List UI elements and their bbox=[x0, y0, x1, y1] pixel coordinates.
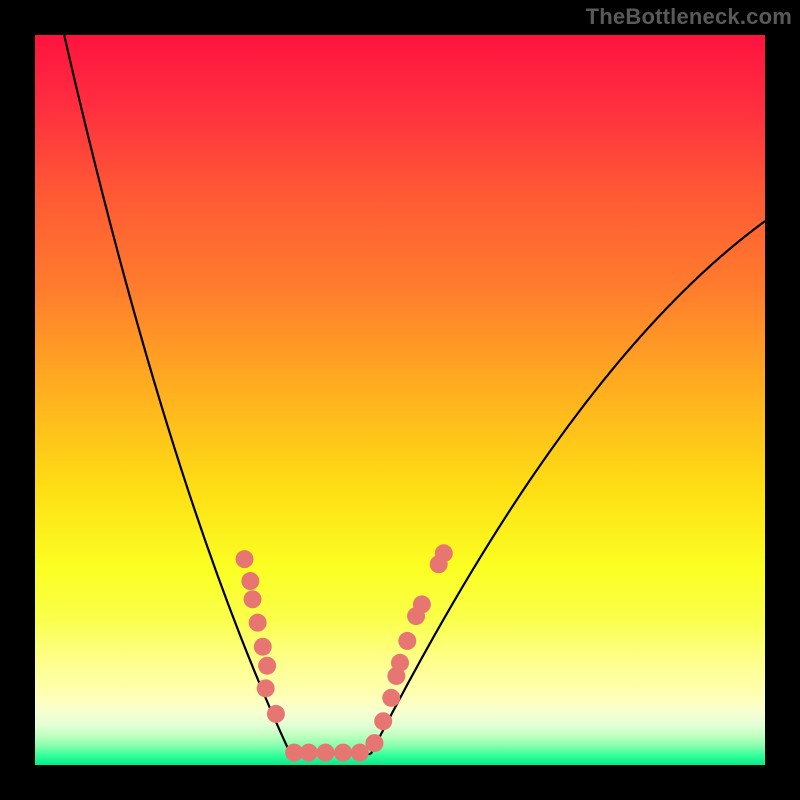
marker-point bbox=[374, 712, 392, 730]
marker-point bbox=[365, 734, 383, 752]
chart-svg bbox=[35, 35, 765, 765]
marker-point bbox=[258, 657, 276, 675]
marker-point bbox=[300, 744, 318, 762]
marker-point bbox=[391, 654, 409, 672]
marker-point bbox=[334, 744, 352, 762]
marker-point bbox=[317, 744, 335, 762]
marker-point bbox=[257, 679, 275, 697]
marker-point bbox=[267, 705, 285, 723]
marker-point bbox=[413, 595, 431, 613]
bottleneck-chart bbox=[35, 35, 765, 765]
marker-point bbox=[236, 550, 254, 568]
marker-point bbox=[241, 572, 259, 590]
watermark-text: TheBottleneck.com bbox=[586, 4, 792, 30]
marker-point bbox=[249, 614, 267, 632]
marker-point bbox=[435, 544, 453, 562]
marker-point bbox=[254, 638, 272, 656]
marker-point bbox=[244, 590, 262, 608]
marker-point bbox=[382, 689, 400, 707]
marker-point bbox=[398, 632, 416, 650]
